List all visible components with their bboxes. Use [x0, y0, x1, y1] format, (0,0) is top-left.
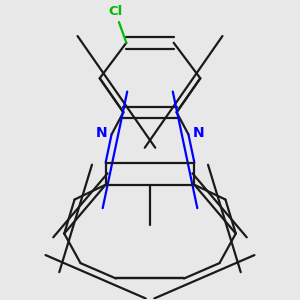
Text: N: N [95, 126, 107, 140]
Text: Cl: Cl [109, 4, 123, 18]
Text: N: N [193, 126, 205, 140]
